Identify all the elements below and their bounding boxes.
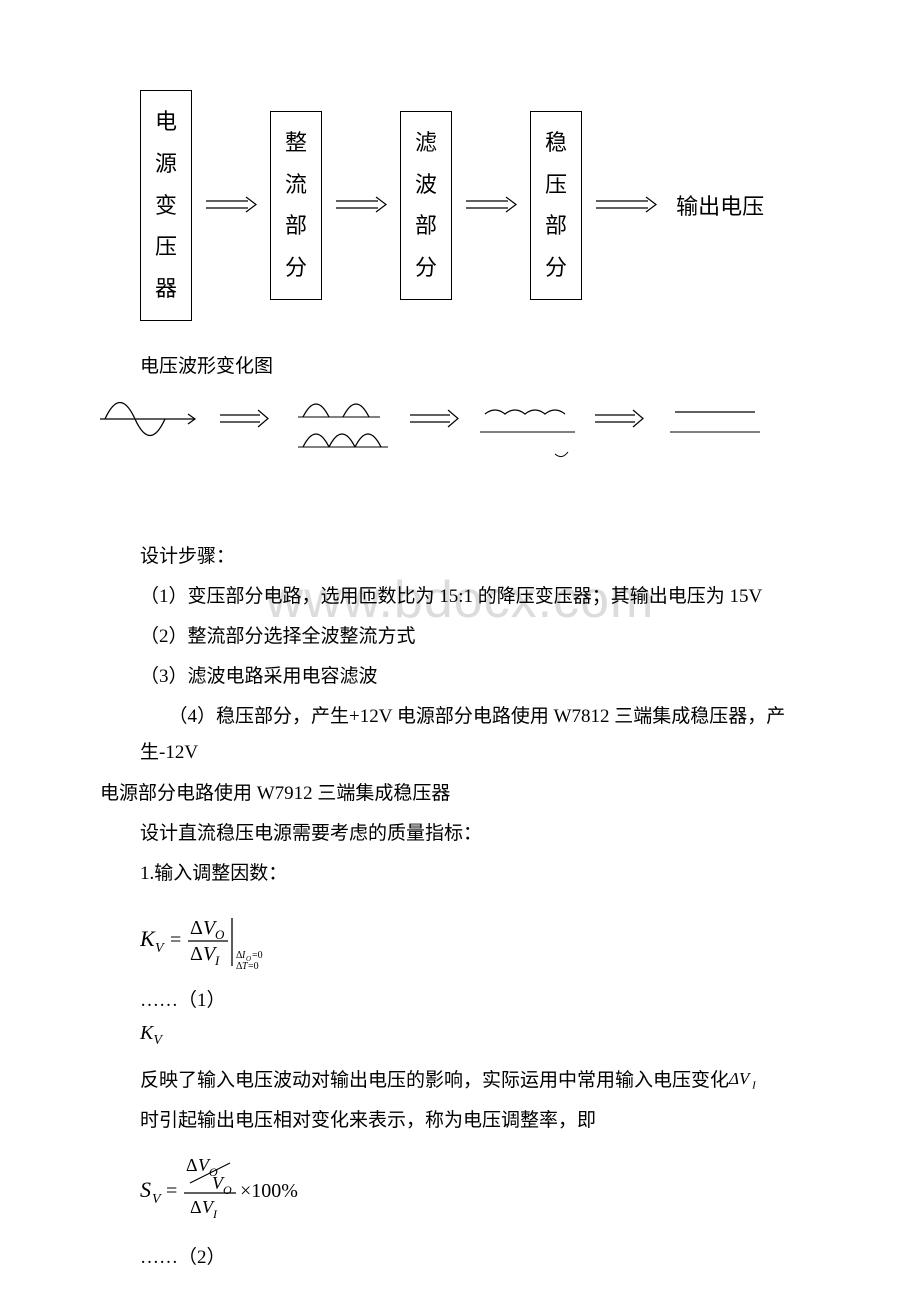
svg-text:O: O <box>215 927 225 942</box>
svg-text:=0: =0 <box>252 950 263 961</box>
para-kv-explain-1: 反映了输入电压波动对输出电压的影响，实际运用中常用输入电压变化ΔV I <box>140 1063 820 1099</box>
item1-title: 1.输入调整因数： <box>140 856 820 892</box>
arrow-icon <box>204 195 258 215</box>
quality-title: 设计直流稳压电源需要考虑的质量指标： <box>140 816 820 852</box>
block-filter: 滤波部分 <box>400 111 452 300</box>
document-body: 设计步骤： （1）变压部分电路，选用匝数比为 15:1 的降压变压器；其输出电压… <box>100 539 820 1269</box>
waveform-diagram <box>90 384 820 469</box>
step-2: （2）整流部分选择全波整流方式 <box>140 619 820 655</box>
steps-title: 设计步骤： <box>140 539 820 575</box>
block-flow-diagram: 电源变压器 整流部分 滤波部分 稳压部分 <box>140 90 820 321</box>
para-kv-explain-2: 时引起输出电压相对变化来表示，称为电压调整率，即 <box>140 1103 820 1139</box>
svg-text:V: V <box>152 1192 162 1207</box>
waveform-caption: 电压波形变化图 <box>140 351 820 378</box>
svg-text:=0: =0 <box>248 961 259 972</box>
arrow-icon <box>334 195 388 215</box>
arrow-icon <box>594 195 658 215</box>
block-regulator: 稳压部分 <box>530 111 582 300</box>
block-rectifier: 整流部分 <box>270 111 322 300</box>
formula-sv: S V = Δ V O V O Δ V I ×100% <box>140 1153 820 1238</box>
arrow-icon <box>464 195 518 215</box>
step-3: （3）滤波电路采用电容滤波 <box>140 659 820 695</box>
svg-text:×100%: ×100% <box>240 1180 298 1202</box>
svg-text:I: I <box>214 953 220 968</box>
step-4: （4）稳压部分，产生+12V 电源部分电路使用 W7812 三端集成稳压器，产生… <box>140 699 820 771</box>
svg-text:S: S <box>140 1177 151 1202</box>
svg-text:I: I <box>212 1207 218 1221</box>
svg-text:Δ: Δ <box>190 1197 202 1217</box>
formula-1-label: ……（1） <box>140 985 820 1012</box>
formula-2-label: ……（2） <box>140 1242 820 1269</box>
step-4-cont: 电源部分电路使用 W7912 三端集成稳压器 <box>100 776 820 812</box>
formula-kv: K V = Δ V O Δ V I Δ I O =0 Δ T =0 <box>140 906 820 981</box>
svg-text:O: O <box>223 1183 232 1197</box>
output-voltage-label: 输出电压 <box>676 189 764 221</box>
svg-text:Δ: Δ <box>190 917 203 939</box>
block-transformer: 电源变压器 <box>140 90 192 321</box>
svg-text:K: K <box>140 926 156 951</box>
svg-text:Δ: Δ <box>190 943 203 965</box>
svg-text:V: V <box>155 941 165 956</box>
step-1: （1）变压部分电路，选用匝数比为 15:1 的降压变压器；其输出电压为 15V <box>140 579 820 615</box>
svg-text:Δ: Δ <box>186 1155 198 1175</box>
kv-symbol: KV <box>140 1022 820 1049</box>
svg-text:=: = <box>170 929 181 951</box>
svg-text:=: = <box>166 1180 177 1202</box>
